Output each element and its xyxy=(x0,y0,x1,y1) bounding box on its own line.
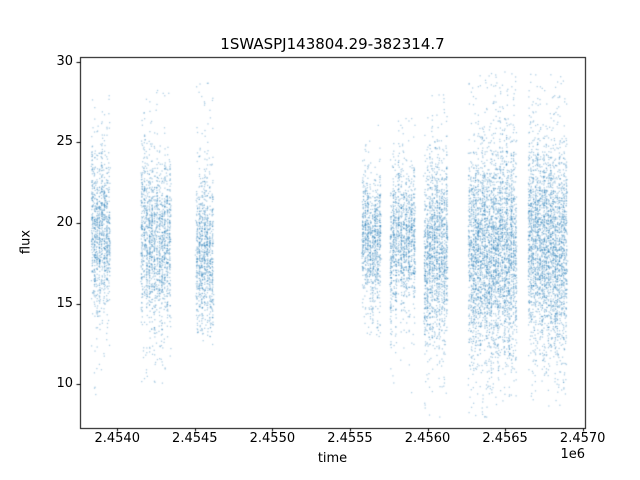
y-tick-label: 20 xyxy=(56,215,73,231)
y-tick-label: 25 xyxy=(56,134,73,150)
y-tick-label: 10 xyxy=(56,376,73,392)
x-tick-label: 2.4570 xyxy=(559,431,606,446)
x-tick-label: 2.4550 xyxy=(249,431,296,446)
x-tick-label: 2.4555 xyxy=(327,431,373,446)
x-tick-label: 2.4565 xyxy=(482,431,528,446)
x-axis-offset-label: 1e6 xyxy=(560,447,585,462)
x-tick-label: 2.4560 xyxy=(404,431,451,446)
x-axis-label: time xyxy=(317,451,348,466)
x-tick-label: 2.4545 xyxy=(172,431,218,446)
y-tick-label: 30 xyxy=(56,53,73,69)
y-tick-label: 15 xyxy=(56,295,73,311)
chart-title: 1SWASPJ143804.29-382314.7 xyxy=(220,35,445,53)
x-tick-label: 2.4540 xyxy=(94,431,140,446)
y-axis-label: flux xyxy=(18,229,34,255)
